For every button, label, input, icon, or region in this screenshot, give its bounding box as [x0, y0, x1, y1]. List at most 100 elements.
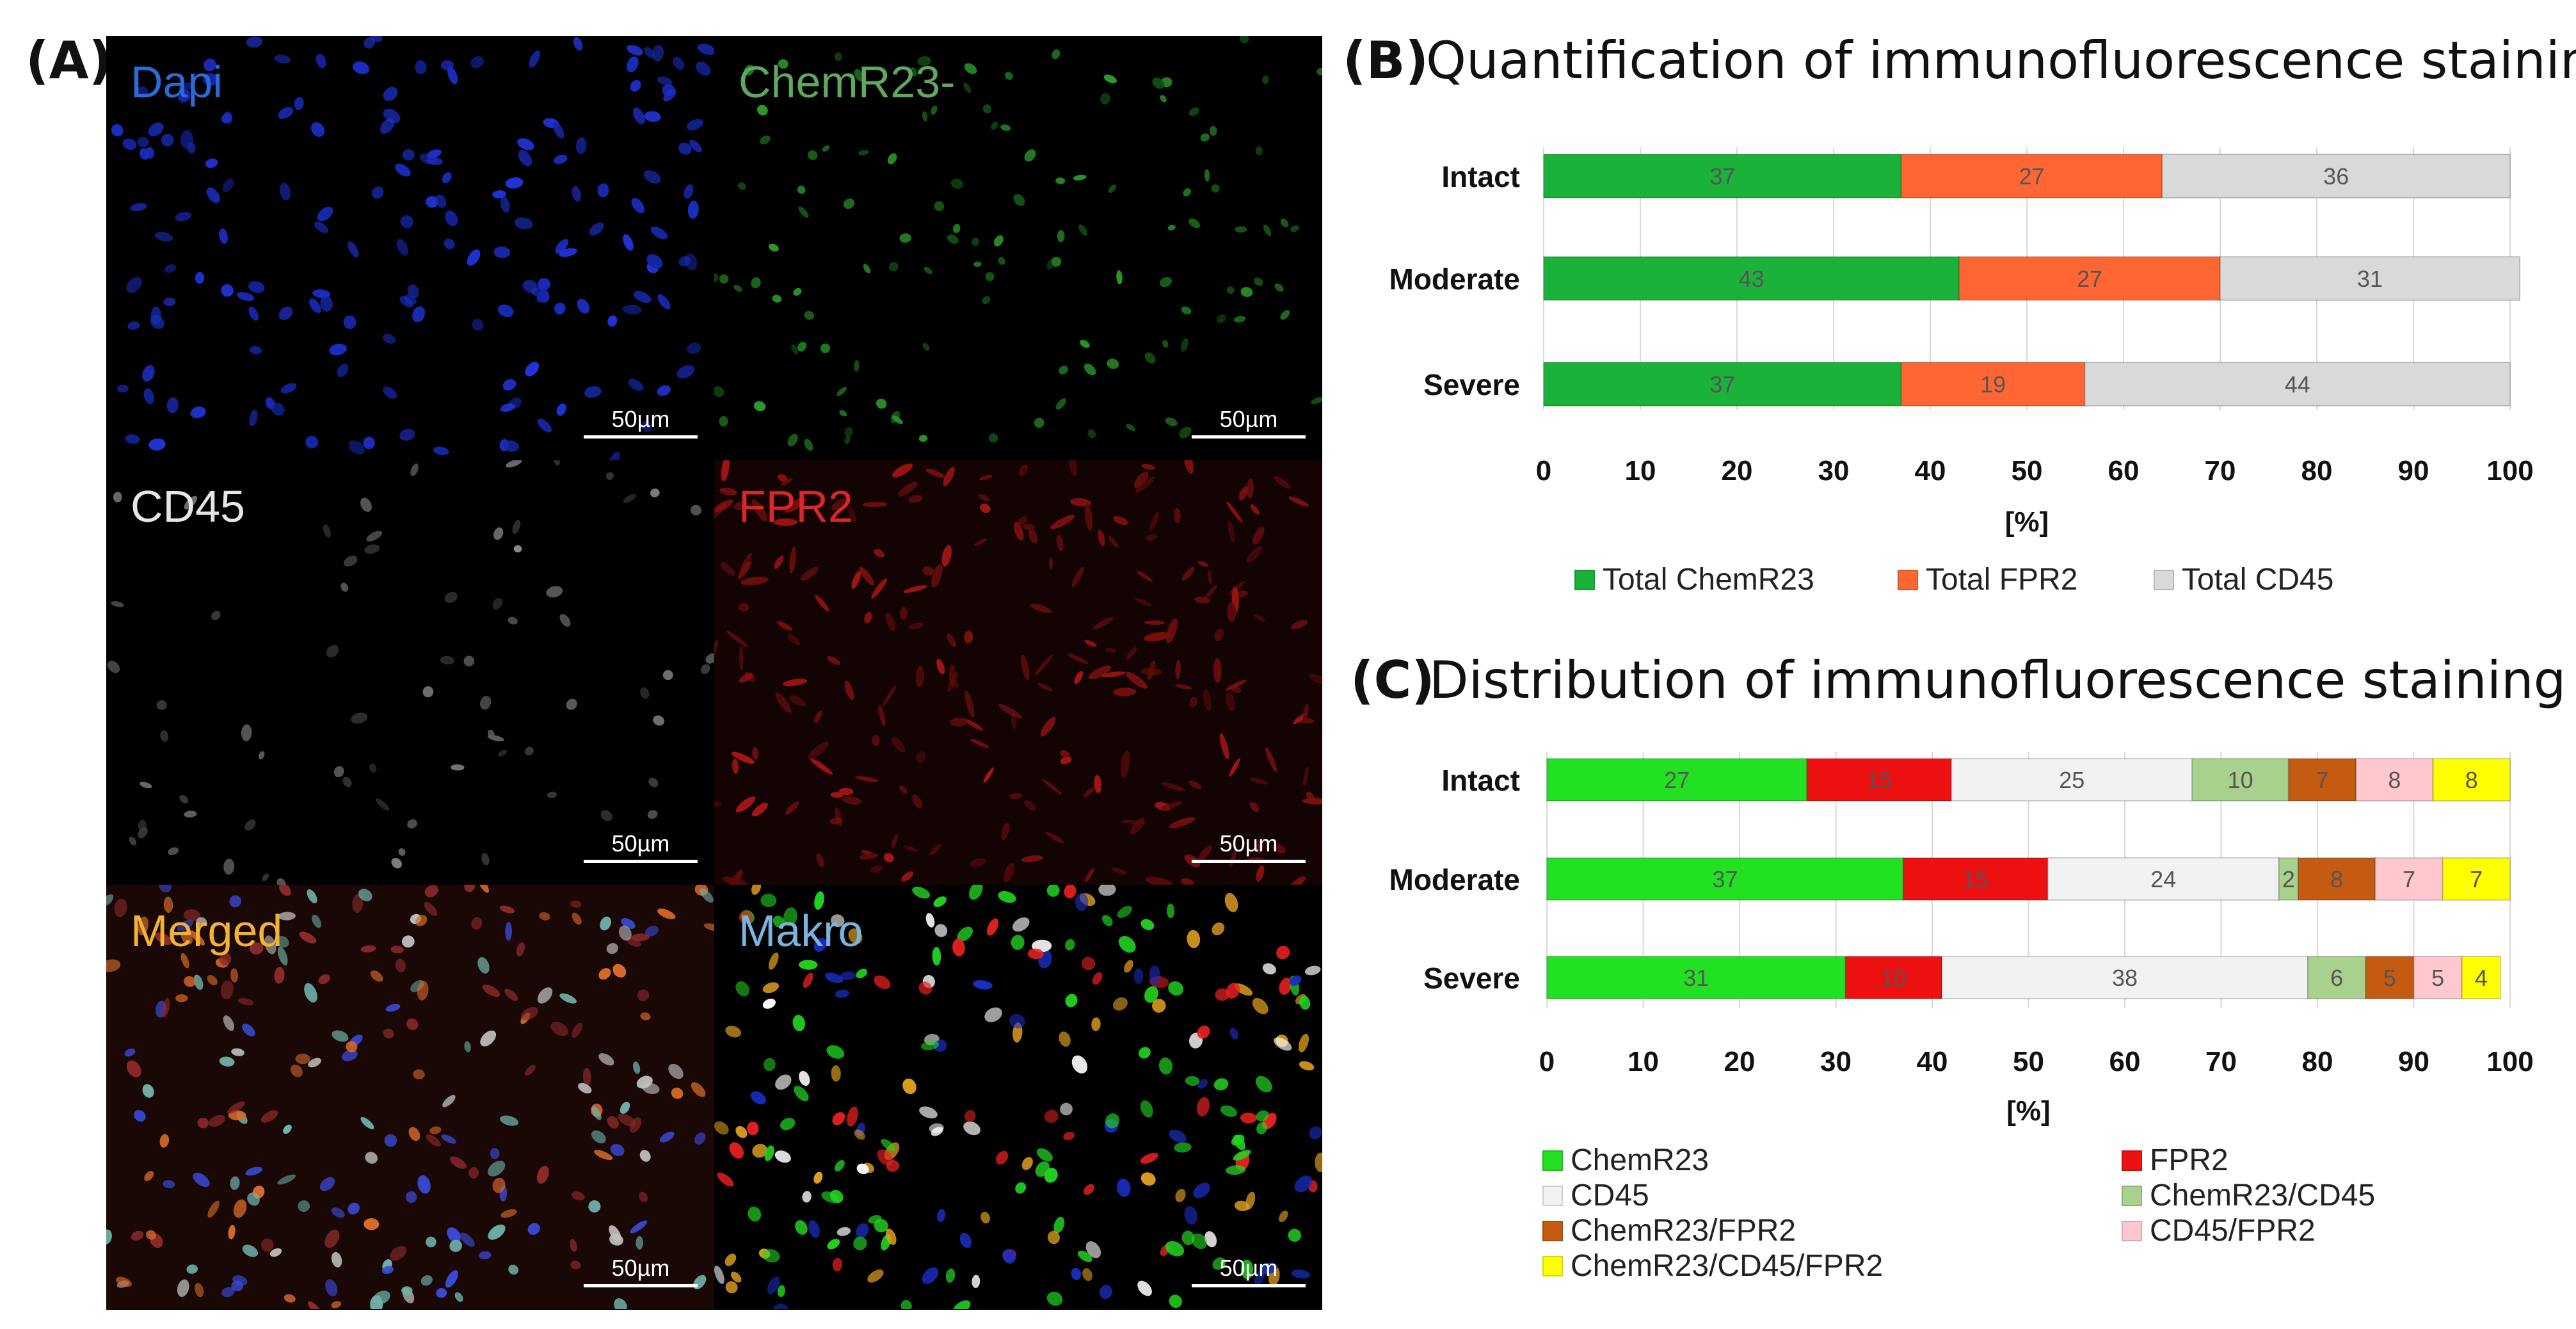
chart-b-title: Quantification of immunofluorescence sta… [1426, 31, 2576, 90]
scale-bar-line [584, 1284, 698, 1287]
data-label: 38 [2112, 965, 2138, 991]
chart-b-legend: Total ChemR23 Total FPR2 Total CD45 [1574, 562, 2470, 607]
micrograph-label: Merged [131, 906, 283, 956]
x-tick-label: 0 [1536, 455, 1551, 487]
legend-swatch [1898, 569, 1918, 590]
micrograph-cd45: CD45 50µm [106, 460, 714, 885]
micrograph-image [106, 885, 714, 1309]
data-label: 5 [2383, 965, 2396, 991]
scale-bar-line [584, 860, 698, 863]
x-tick-label: 70 [2205, 1046, 2237, 1077]
legend-item: ChemR23/CD45/FPR2 [1542, 1248, 1883, 1284]
x-tick-label: 90 [2398, 455, 2429, 487]
data-label: 8 [2388, 767, 2401, 793]
data-label: 7 [2470, 866, 2483, 892]
micrograph-image [106, 460, 714, 885]
legend-label: CD45 [1571, 1179, 1649, 1212]
legend-label: Total ChemR23 [1603, 563, 1814, 597]
legend-item: ChemR23 [1542, 1143, 1709, 1178]
data-label: 31 [2357, 266, 2383, 292]
category-label: Intact [1441, 764, 1520, 797]
bar-segment [1543, 154, 1902, 198]
legend-swatch [2154, 569, 2174, 590]
data-label: 37 [1709, 163, 1735, 189]
data-label: 2 [2282, 866, 2295, 892]
bar-segment [2374, 857, 2444, 901]
data-label: 31 [1683, 965, 1709, 991]
bar-segment [2432, 758, 2511, 801]
legend-swatch [1542, 1220, 1563, 1241]
micrograph-image [106, 36, 714, 460]
category-label: Intact [1441, 160, 1520, 193]
bar-segment [2461, 956, 2501, 999]
legend-item: Total CD45 [2154, 562, 2333, 597]
panel-a-label: (A) [26, 31, 113, 90]
scale-bar-label: 50µm [1219, 406, 1278, 432]
panel-c-label: (C) [1350, 650, 1435, 710]
chart-c-title: Distribution of immunofluorescence stain… [1429, 650, 2566, 710]
bar-segment [2307, 956, 2367, 999]
bar-segment [2084, 362, 2511, 407]
bar-segment [1902, 857, 2049, 901]
data-label: 7 [2403, 866, 2415, 892]
legend-swatch [2122, 1185, 2142, 1206]
scale-bar-label: 50µm [611, 830, 670, 857]
x-tick-label: 50 [2012, 455, 2043, 487]
micrograph-label: Dapi [131, 57, 223, 107]
bar-segment [2287, 758, 2357, 801]
data-label: 27 [2019, 163, 2045, 189]
x-axis-label: [%] [2006, 1095, 2050, 1127]
data-label: 27 [1664, 767, 1690, 793]
x-tick-label: 30 [1818, 455, 1850, 487]
scale-bar-label: 50µm [611, 1255, 670, 1281]
category-label: Severe [1423, 368, 1520, 401]
bar-segment [1543, 362, 1902, 407]
legend-label: ChemR23/FPR2 [1571, 1214, 1796, 1248]
bar-segment [2220, 256, 2521, 301]
legend-item: CD45/FPR2 [2122, 1213, 2316, 1248]
x-tick-label: 90 [2398, 1046, 2429, 1077]
data-label: 7 [2316, 767, 2329, 793]
x-tick-label: 60 [2109, 1046, 2141, 1077]
x-tick-label: 10 [1628, 1046, 1659, 1077]
micrograph-image [714, 36, 1322, 460]
legend-swatch [1542, 1255, 1563, 1277]
micrograph-label: FPR2 [739, 481, 853, 531]
micrograph-fpr2: FPR2 50µm [714, 460, 1322, 885]
legend-item: FPR2 [2122, 1143, 2228, 1178]
category-label: Moderate [1389, 262, 1520, 296]
x-tick-label: 100 [2486, 455, 2533, 487]
micrograph-label: ChemR23- [739, 57, 956, 107]
category-label: Moderate [1389, 863, 1520, 896]
data-label: 44 [2285, 371, 2310, 398]
scale-bar-label: 50µm [1219, 830, 1278, 857]
data-label: 25 [2059, 767, 2084, 793]
data-label: 27 [2077, 266, 2102, 292]
scale-bar-line [1192, 1284, 1306, 1287]
x-tick-label: 20 [1724, 1046, 1756, 1077]
micrograph-image [714, 460, 1322, 885]
micrograph-makro: Makro 50µm [714, 885, 1322, 1309]
x-tick-label: 100 [2486, 1046, 2533, 1077]
scale-bar-line [584, 435, 698, 439]
x-tick-label: 30 [1820, 1046, 1852, 1077]
bar-segment [2278, 857, 2299, 901]
legend-swatch [1542, 1150, 1563, 1171]
data-label: 10 [2228, 767, 2253, 793]
legend-item: Total FPR2 [1898, 562, 2077, 597]
data-label: 6 [2330, 965, 2343, 991]
x-tick-label: 40 [1915, 455, 1946, 487]
data-label: 4 [2475, 965, 2488, 991]
bar-segment [1546, 857, 1904, 901]
legend-item: ChemR23/CD45 [2122, 1178, 2375, 1213]
micrograph-chemr23: ChemR23- 50µm [714, 36, 1322, 460]
bar-segment [1546, 758, 1808, 801]
legend-item: ChemR23/FPR2 [1542, 1213, 1796, 1248]
x-tick-label: 40 [1917, 1046, 1948, 1077]
data-label: 43 [1739, 266, 1764, 292]
legend-swatch [1574, 569, 1595, 590]
data-label: 37 [1712, 866, 1738, 892]
x-tick-label: 0 [1539, 1046, 1555, 1077]
scale-bar: 50µm [584, 830, 698, 863]
chart-c: Intact 27 15 25 10 7 8 8 Moderate 37 15 24 2 8 7 7 Sever… [1389, 752, 2534, 1127]
